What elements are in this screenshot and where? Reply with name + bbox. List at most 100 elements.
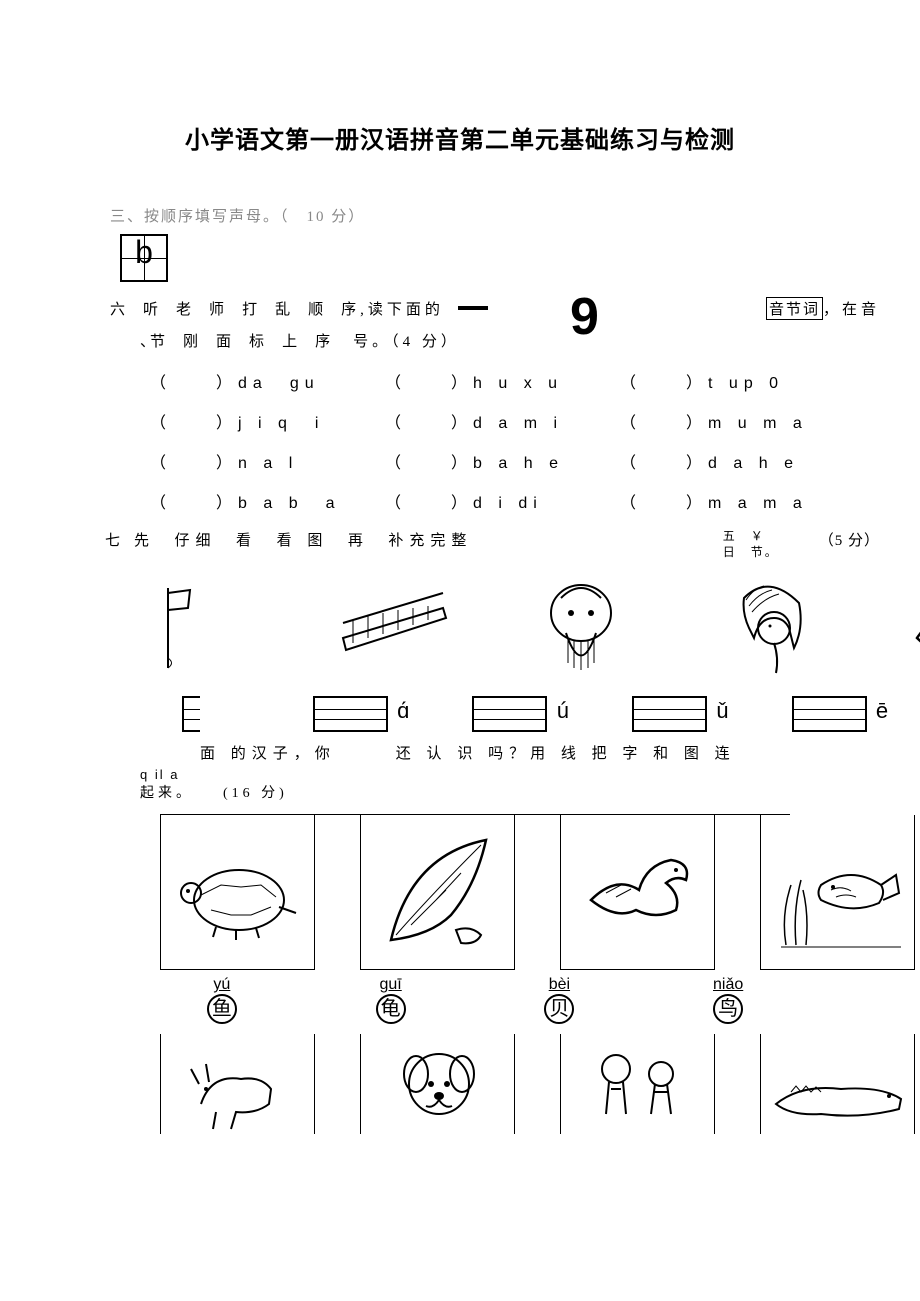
match-box-goat[interactable] (160, 1034, 315, 1134)
pinyin-row: （）n a l （）b a h e （）d a h e (150, 449, 880, 473)
section7-heading: 七 先 仔细 看 看 图 再 补充完整 五 ￥ 日 节。 （5 分） (105, 529, 880, 560)
cn-char: 序,读下面的 (341, 298, 444, 319)
cn-char: 认 (427, 742, 448, 763)
sketch-girl (704, 568, 834, 688)
initial-letter: b (122, 234, 166, 271)
cn-char: 线 (561, 742, 582, 763)
pinyin-cell[interactable]: （）m a m a (620, 489, 855, 513)
section7-num: 七 (105, 529, 126, 550)
boxed-text: 音节词 (766, 297, 823, 320)
pinyin-cell[interactable]: （）n a l (150, 449, 385, 473)
section6-line2: 、 节 刚 面 标 上 序 号。（4 分） (140, 330, 880, 351)
answer-cell[interactable]: ē (778, 696, 880, 732)
cn-char: 先 (134, 529, 155, 550)
answer-cell[interactable]: ǔ (619, 696, 721, 732)
match-label-row: yú 鱼 guī 龟 bèi 贝 niǎo 鸟 (160, 970, 790, 1034)
match-hanzi: 鱼 (207, 994, 237, 1024)
cn-char: 序 号。（4 分） (315, 330, 460, 351)
section7-right-block: 五 ￥ 日 节。 (723, 529, 779, 560)
cn-char: 识 (457, 742, 478, 763)
match-image-row2 (160, 1034, 790, 1134)
pinyin-cell[interactable]: （）j i q i (150, 409, 385, 433)
match-image-row (160, 815, 790, 970)
cn-char: 的汉子，你 (231, 742, 336, 763)
match-box-dog[interactable] (360, 1034, 515, 1134)
qila-pinyin: q il a (140, 767, 880, 782)
cn-char: 听 (143, 298, 162, 319)
cn-char: 打 (242, 298, 261, 319)
pinyin-cell[interactable]: （）b a b a (150, 489, 385, 513)
match-label[interactable]: guī 龟 (329, 970, 453, 1034)
answer-cell[interactable]: ɑ́ (300, 696, 402, 732)
cn-char: 再 (348, 529, 369, 550)
pinyin-cell[interactable]: （）d i di (385, 489, 620, 513)
match-label[interactable]: yú 鱼 (160, 970, 284, 1034)
pinyin-cell[interactable]: （）b a h e (385, 449, 620, 473)
cn-char: 连 (715, 742, 736, 763)
cn-tail: ，在音 (823, 298, 880, 319)
section7-connect-line: 面 的汉子，你 还 认 识 吗？用 线 把 字 和 图 连 (200, 742, 880, 763)
match-pinyin: bèi (498, 976, 622, 994)
pinyin-cell[interactable]: （）h u x u (385, 369, 620, 393)
sketch-dove (892, 568, 920, 688)
section6-num: 六 (110, 298, 129, 319)
cn-char: 把 (592, 742, 613, 763)
cn-char: 还 (396, 742, 417, 763)
pinyin-cell[interactable]: （）da gu (150, 369, 385, 393)
pinyin-row: （）j i q i （）d a m i （）m u m a (150, 409, 880, 433)
match-box-kids[interactable] (560, 1034, 715, 1134)
section3-heading: 三、按顺序填写声母。（ 10 分） (110, 205, 880, 226)
cn-char: 上 (282, 330, 301, 351)
sketch-old-man (516, 568, 646, 688)
match-label[interactable]: bèi 贝 (498, 970, 622, 1034)
cn-char: 师 (209, 298, 228, 319)
match-section: yú 鱼 guī 龟 bèi 贝 niǎo 鸟 (160, 814, 790, 1134)
answer-cell[interactable]: ú (459, 696, 561, 732)
pinyin-cell[interactable]: （）d a m i (385, 409, 620, 433)
pinyin-row: （）da gu （）h u x u （）t up 0 (150, 369, 880, 393)
match-box-turtle[interactable] (160, 815, 315, 970)
initial-letter-grid: b (120, 234, 168, 282)
match-box-crocodile[interactable] (760, 1034, 915, 1134)
section7-answer-row: ɑ́ ú ǔ ē (140, 696, 880, 732)
cn-char: 老 (176, 298, 195, 319)
double-underscore-icon (458, 303, 488, 310)
cn-char: 仔细 (175, 529, 217, 550)
pinyin-cell[interactable]: （）t up 0 (620, 369, 855, 393)
cn-char: 图 (307, 529, 328, 550)
cn-char: 面 (200, 742, 221, 763)
match-hanzi: 鸟 (713, 994, 743, 1024)
match-hanzi: 贝 (544, 994, 574, 1024)
cn-char: 乱 (275, 298, 294, 319)
cn-char: 面 (216, 330, 235, 351)
match-hanzi: 龟 (376, 994, 406, 1024)
half-grid-icon (182, 696, 200, 732)
match-label[interactable]: niǎo 鸟 (666, 970, 790, 1034)
section7-image-row (140, 568, 880, 688)
qila-line: 起来。 (16 分) (140, 782, 880, 802)
pinyin-row: （）b a b a （）d i di （）m a m a (150, 489, 880, 513)
cn-char: 看 (277, 529, 298, 550)
sketch-flag (140, 568, 270, 688)
cn-char: 顺 (308, 298, 327, 319)
pinyin-cell[interactable]: （）m u m a (620, 409, 855, 433)
cn-char: 吗？用 (488, 742, 551, 763)
section6-pinyin-grid: （）da gu （）h u x u （）t up 0 （）j i q i （）d… (150, 369, 880, 513)
cn-char: 补充完整 (388, 529, 472, 550)
cn-char: 字 和 图 (622, 742, 705, 763)
page-title: 小学语文第一册汉语拼音第二单元基础练习与检测 (40, 120, 880, 155)
cn-char: 节 (150, 330, 169, 351)
pinyin-cell[interactable]: （）d a h e (620, 449, 855, 473)
match-pinyin: niǎo (666, 976, 790, 994)
section6-line1: 六 听 老 师 打 乱 顺 序,读下面的 音节词 ，在音 (110, 297, 880, 320)
match-box-fish-plants[interactable] (760, 815, 915, 970)
cn-char: 看 (236, 529, 257, 550)
match-pinyin: guī (329, 976, 453, 994)
cn-char: 标 (249, 330, 268, 351)
match-box-bird-flying[interactable] (560, 815, 715, 970)
match-box-leaf[interactable] (360, 815, 515, 970)
answer-cell[interactable] (140, 696, 242, 732)
cn-char: 刚 (183, 330, 202, 351)
sketch-bridge (328, 568, 458, 688)
match-pinyin: yú (160, 976, 284, 994)
